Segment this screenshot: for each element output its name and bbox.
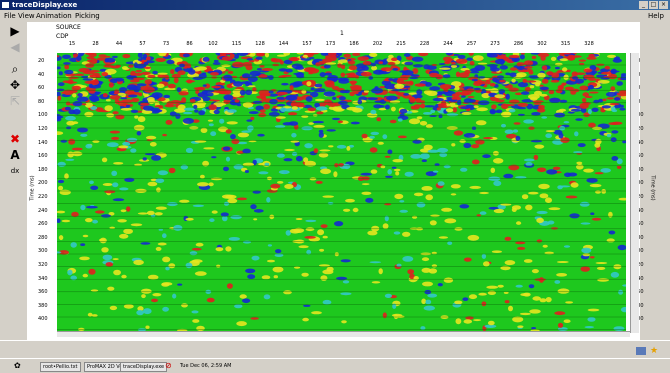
x-tick-label: 44 xyxy=(115,41,123,47)
y-tick-label: 120 xyxy=(38,126,48,132)
pick-icon[interactable]: ✖ xyxy=(9,132,21,146)
step-back-icon[interactable]: ◀ xyxy=(10,40,20,54)
clock: Tue Dec 06, 2:59 AM xyxy=(180,363,232,369)
x-tick-label: 244 xyxy=(443,41,453,47)
x-tick-label: 28 xyxy=(92,41,99,47)
x-tick-label: 228 xyxy=(419,41,430,47)
y-tick-label: 40 xyxy=(38,71,45,78)
x-tick-label: 157 xyxy=(302,41,312,47)
horizontal-scrollbar[interactable] xyxy=(57,331,630,337)
app-icon[interactable] xyxy=(2,2,9,8)
x-tick-label: 115 xyxy=(231,41,242,47)
y-tick-label: 240 xyxy=(38,207,48,214)
x-tick-label: 215 xyxy=(396,41,406,47)
grid-icon[interactable] xyxy=(636,347,646,355)
y-tick-label: 100 xyxy=(38,112,48,119)
menu-help[interactable]: Help xyxy=(648,12,664,20)
y-tick-label: 300 xyxy=(38,248,48,255)
x-tick-label: 328 xyxy=(584,41,594,47)
start-icon[interactable]: ✿ xyxy=(14,361,21,370)
star-icon[interactable]: ★ xyxy=(650,346,659,356)
task-item-0[interactable]: root•Pellio.txt xyxy=(40,362,81,372)
x-tick-label: 128 xyxy=(255,41,265,47)
x-tick-label: 315 xyxy=(560,41,571,47)
x-tick-label: 102 xyxy=(208,41,218,47)
x-tick-label: 286 xyxy=(513,41,524,47)
source-value: 1 xyxy=(340,30,344,37)
x-tick-label: 73 xyxy=(162,41,170,47)
y-axis-label-left: Time (ms) xyxy=(29,175,36,201)
vertical-scrollbar[interactable] xyxy=(630,53,639,333)
source-label: SOURCE xyxy=(56,24,81,31)
y-axis-label-right: Time (ms) xyxy=(649,175,656,201)
play-icon[interactable]: ▶ xyxy=(10,24,20,38)
taskbar: ✿ root•Pellio.txt ProMAX 2D Ve traceDisp… xyxy=(0,358,670,373)
x-tick-label: 15 xyxy=(68,41,76,47)
y-tick-label: 380 xyxy=(38,302,48,309)
task-item-2[interactable]: traceDisplay.exe xyxy=(120,362,168,372)
window-title: traceDisplay.exe xyxy=(12,1,78,9)
x-tick-label: 173 xyxy=(325,41,336,47)
y-tick-label: 140 xyxy=(38,139,48,146)
cdp-label: CDP xyxy=(56,33,69,40)
y-tick-label: 160 xyxy=(38,153,48,160)
y-tick-label: 340 xyxy=(38,275,48,282)
y-tick-label: 320 xyxy=(38,262,48,268)
y-tick-label: 220 xyxy=(38,194,48,200)
maximize-button[interactable]: □ xyxy=(649,1,658,9)
close-button[interactable]: × xyxy=(659,1,668,9)
x-tick-label: 86 xyxy=(186,41,193,47)
menu-file[interactable]: File xyxy=(4,12,16,20)
pointer-icon[interactable]: ⇱ xyxy=(9,94,21,108)
menu-view[interactable]: View xyxy=(18,12,35,20)
x-tick-label: 257 xyxy=(466,41,477,47)
x-tick-label: 186 xyxy=(349,41,359,47)
status-area: ★ xyxy=(0,340,670,359)
minimize-button[interactable]: _ xyxy=(639,1,648,9)
y-tick-label: 260 xyxy=(38,221,48,228)
y-tick-label: 180 xyxy=(38,166,48,173)
menu-picking[interactable]: Picking xyxy=(75,12,100,20)
zoom-icon[interactable]: ⌕ xyxy=(11,61,19,76)
y-tick-label: 20 xyxy=(38,58,45,64)
x-tick-label: 273 xyxy=(490,41,500,47)
menu-bar: File View Animation Picking Help xyxy=(0,11,670,21)
y-tick-label: 360 xyxy=(38,289,48,296)
annotate-text-icon[interactable]: A xyxy=(10,148,20,162)
tool-palette: ▶ ◀ ⌕ ✥ ⇱ ✖ A dx xyxy=(6,22,26,332)
x-tick-label: 302 xyxy=(537,41,547,47)
network-icon[interactable]: ⊘ xyxy=(165,361,172,370)
x-tick-label: 144 xyxy=(278,41,289,47)
seismic-image[interactable] xyxy=(57,53,626,331)
seismic-canvas xyxy=(57,53,626,331)
dx-icon[interactable]: dx xyxy=(10,167,20,175)
y-tick-label: 400 xyxy=(38,316,48,323)
menu-animation[interactable]: Animation xyxy=(36,12,72,20)
title-bar: traceDisplay.exe _ □ × xyxy=(0,0,670,10)
pan-icon[interactable]: ✥ xyxy=(9,78,21,92)
x-tick-label: 57 xyxy=(139,41,146,47)
y-tick-label: 80 xyxy=(38,98,45,105)
y-tick-label: 280 xyxy=(38,234,48,241)
x-tick-label: 202 xyxy=(372,41,383,47)
y-tick-label: 60 xyxy=(38,85,45,92)
y-tick-label: 200 xyxy=(38,180,48,187)
